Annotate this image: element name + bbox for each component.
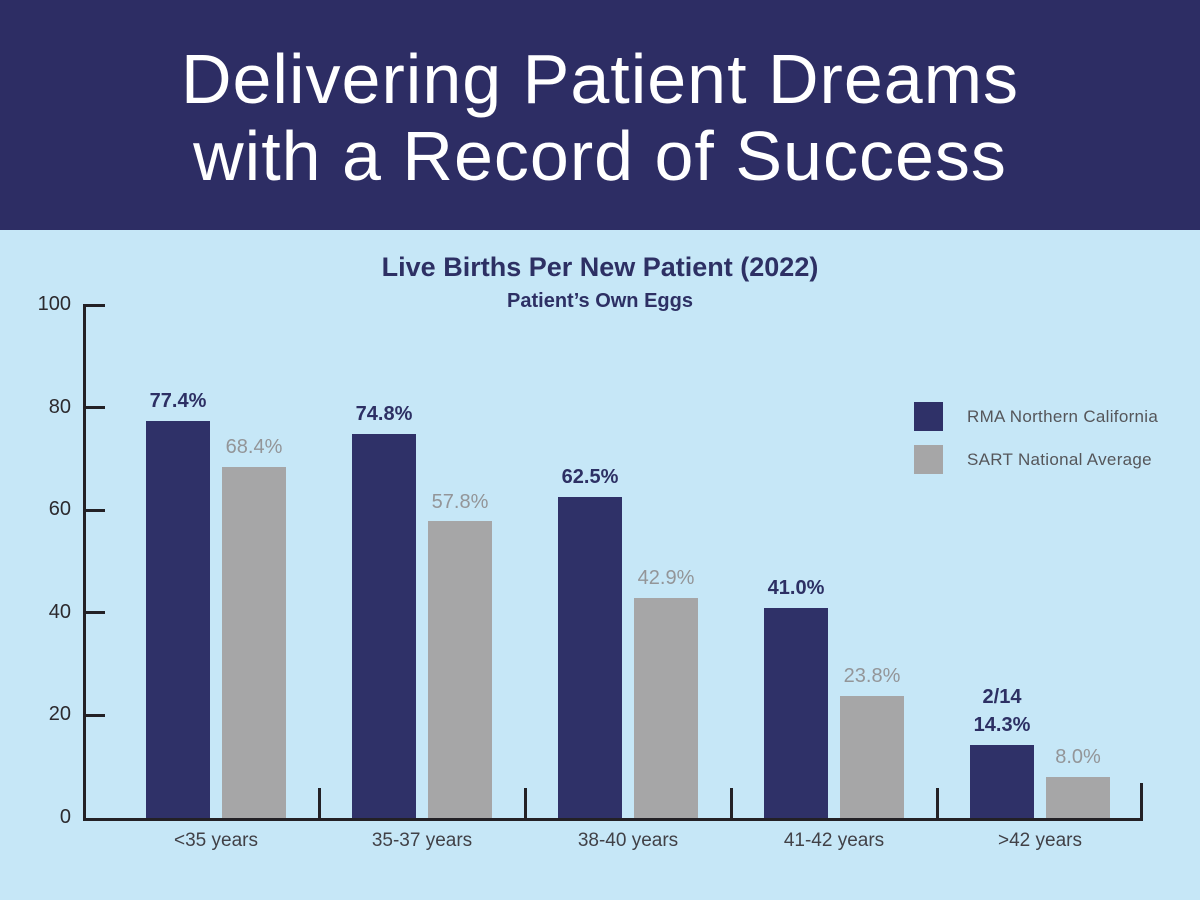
bar-sart-3 bbox=[840, 695, 904, 818]
value-pct-label-sart-3: 23.8% bbox=[843, 664, 901, 687]
bar-sart-2 bbox=[634, 597, 698, 818]
value-label-rma-1: 74.8% bbox=[314, 400, 454, 428]
y-axis-tick-label: 80 bbox=[48, 395, 71, 418]
y-axis-tick bbox=[83, 713, 105, 717]
y-axis-tick-label: 100 bbox=[37, 293, 71, 315]
x-axis-boundary-tick bbox=[935, 788, 939, 818]
bar-sart-0 bbox=[222, 467, 286, 818]
legend-swatch-rma-icon bbox=[914, 402, 943, 431]
y-axis-tick-label: 0 bbox=[59, 806, 71, 828]
value-pct-label-rma-4: 14.3% bbox=[973, 713, 1031, 736]
y-axis-tick-label: 60 bbox=[48, 498, 71, 521]
legend-swatch-sart-icon bbox=[914, 445, 943, 474]
y-axis-tick bbox=[83, 406, 105, 410]
bar-rma-0 bbox=[146, 420, 210, 818]
y-axis-tick bbox=[83, 303, 105, 307]
category-label-2: 38-40 years bbox=[577, 830, 679, 851]
value-label-rma-3: 41.0% bbox=[726, 574, 866, 602]
value-label-sart-2: 42.9% bbox=[596, 564, 736, 592]
header-title-line2: with a Record of Success bbox=[193, 117, 1007, 195]
legend-row-rma: RMA Northern California bbox=[914, 402, 1158, 431]
bar-rma-1 bbox=[352, 434, 416, 818]
y-axis-tick bbox=[83, 611, 105, 615]
value-pct-label-rma-1: 74.8% bbox=[355, 403, 413, 426]
bar-sart-4 bbox=[1046, 776, 1110, 818]
y-axis-tick-label: 40 bbox=[48, 600, 71, 623]
value-label-sart-4: 8.0% bbox=[1008, 743, 1148, 771]
legend: RMA Northern California SART National Av… bbox=[914, 402, 1158, 474]
category-label-0: <35 years bbox=[174, 830, 258, 851]
value-label-sart-1: 57.8% bbox=[390, 488, 530, 516]
value-label-rma-4: 2/14 14.3% bbox=[932, 683, 1072, 739]
value-label-sart-0: 68.4% bbox=[184, 433, 324, 461]
y-axis-line bbox=[83, 305, 86, 818]
chart-subtitle: Patient’s Own Eggs bbox=[507, 290, 693, 312]
bar-rma-3 bbox=[764, 607, 828, 818]
value-pct-label-sart-4: 8.0% bbox=[1055, 745, 1101, 768]
category-label-4: >42 years bbox=[998, 830, 1082, 851]
value-pct-label-sart-0: 68.4% bbox=[225, 436, 283, 459]
x-axis-boundary-tick bbox=[729, 788, 733, 818]
header-banner: Delivering Patient Dreams with a Record … bbox=[0, 0, 1200, 230]
x-axis-boundary-tick bbox=[523, 788, 527, 818]
value-extra-label-rma-4: 2/14 bbox=[982, 685, 1022, 708]
value-label-sart-3: 23.8% bbox=[802, 662, 942, 690]
x-axis-end-tick bbox=[1140, 783, 1143, 818]
bar-sart-1 bbox=[428, 521, 492, 818]
value-label-rma-2: 62.5% bbox=[520, 463, 660, 491]
x-axis-boundary-tick bbox=[317, 788, 321, 818]
value-pct-label-rma-3: 41.0% bbox=[767, 576, 825, 599]
value-pct-label-rma-2: 62.5% bbox=[561, 466, 619, 489]
value-pct-label-sart-1: 57.8% bbox=[431, 490, 489, 513]
x-axis-line bbox=[83, 818, 1143, 821]
chart-title: Live Births Per New Patient (2022) bbox=[381, 252, 819, 282]
legend-row-sart: SART National Average bbox=[914, 445, 1158, 474]
legend-label-rma: RMA Northern California bbox=[967, 406, 1159, 426]
value-pct-label-sart-2: 42.9% bbox=[637, 566, 695, 589]
y-axis-tick-label: 20 bbox=[48, 703, 71, 726]
bar-rma-4 bbox=[970, 744, 1034, 818]
y-axis-tick bbox=[83, 508, 105, 512]
category-label-1: 35-37 years bbox=[371, 830, 473, 851]
category-label-3: 41-42 years bbox=[783, 830, 885, 851]
value-label-rma-0: 77.4% bbox=[108, 387, 248, 415]
header-title-line1: Delivering Patient Dreams bbox=[180, 40, 1020, 118]
bar-rma-2 bbox=[558, 497, 622, 818]
value-pct-label-rma-0: 77.4% bbox=[149, 389, 207, 412]
legend-label-sart: SART National Average bbox=[967, 449, 1152, 469]
